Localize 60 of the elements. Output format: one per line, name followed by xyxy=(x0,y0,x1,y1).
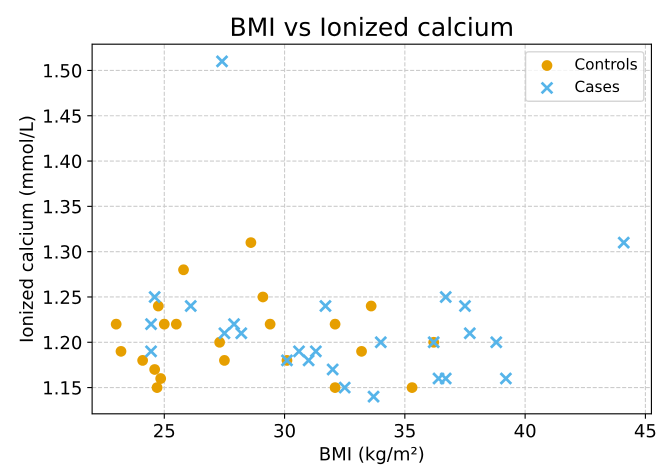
point xyxy=(178,264,189,276)
point xyxy=(155,373,166,384)
point xyxy=(158,318,170,330)
point xyxy=(366,300,377,312)
legend-label: Cases xyxy=(575,80,620,92)
x-tick-label: 40 xyxy=(514,424,536,438)
point xyxy=(214,336,225,348)
point xyxy=(234,326,248,340)
y-tick-label: 1.50 xyxy=(44,64,82,78)
point xyxy=(258,292,268,302)
legend-label: Controls xyxy=(575,58,637,70)
y-tick-label: 1.20 xyxy=(44,336,82,350)
point xyxy=(292,344,306,358)
x-tick-label: 30 xyxy=(274,424,295,438)
y-tick-label: 1.15 xyxy=(44,381,81,395)
point xyxy=(406,382,418,393)
y-tick-label: 1.25 xyxy=(44,290,81,304)
point xyxy=(184,299,198,313)
point xyxy=(218,326,232,340)
point xyxy=(463,326,477,340)
point xyxy=(246,237,256,248)
point xyxy=(318,299,332,313)
point xyxy=(148,290,162,304)
y-axis-title: Ionized calcium (mmol/L) xyxy=(19,116,36,342)
point xyxy=(374,336,388,350)
point xyxy=(144,344,158,358)
point xyxy=(330,382,340,393)
point xyxy=(149,364,160,375)
point xyxy=(330,318,340,330)
point xyxy=(215,54,229,68)
x-tick-label: 45 xyxy=(634,424,656,438)
point xyxy=(489,336,504,350)
point xyxy=(616,236,631,250)
y-tick-label: 1.45 xyxy=(44,109,81,123)
y-tick-label: 1.40 xyxy=(44,154,82,168)
point xyxy=(137,355,148,366)
x-tick-label: 25 xyxy=(154,424,174,438)
y-tick-label: 1.30 xyxy=(44,245,82,259)
point xyxy=(302,354,316,368)
point xyxy=(152,382,162,393)
chart-title: BMI vs Ionized calcium xyxy=(232,16,512,36)
point xyxy=(144,317,158,331)
point xyxy=(227,317,241,331)
x-axis-title: BMI (kg/m²) xyxy=(320,446,424,464)
point xyxy=(338,380,352,394)
x-tick-label: 35 xyxy=(394,424,415,438)
point xyxy=(170,318,182,330)
point xyxy=(309,344,323,358)
point xyxy=(366,390,380,404)
point xyxy=(219,355,230,366)
point xyxy=(110,318,122,330)
y-tick-label: 1.35 xyxy=(44,200,81,214)
point xyxy=(438,290,453,304)
point xyxy=(326,362,340,376)
point xyxy=(499,372,513,386)
point xyxy=(116,346,126,357)
point xyxy=(458,299,472,313)
point xyxy=(264,318,276,330)
point xyxy=(356,346,367,357)
point xyxy=(152,300,164,312)
